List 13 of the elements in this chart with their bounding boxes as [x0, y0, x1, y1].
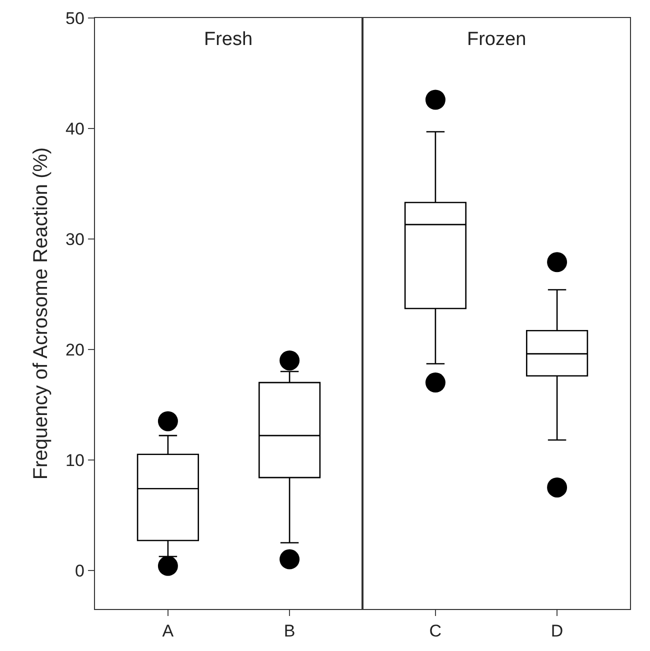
y-axis-title: Frequency of Acrosome Reaction (%)	[30, 147, 52, 480]
text: Frozen	[467, 29, 526, 50]
y-tick-label: 10	[66, 450, 84, 470]
y-tick-label: 20	[66, 340, 84, 360]
x-tick-label: A	[162, 622, 174, 641]
y-tick-label: 40	[66, 119, 84, 138]
y-tick-label: 30	[66, 230, 84, 249]
y-tick-label: 50	[66, 8, 84, 28]
y-tick-label: 0	[74, 561, 84, 580]
x-tick-label: D	[550, 622, 564, 641]
text: Fresh	[204, 29, 253, 50]
x-tick-label: B	[284, 622, 296, 641]
x-tick-label: C	[429, 622, 442, 641]
